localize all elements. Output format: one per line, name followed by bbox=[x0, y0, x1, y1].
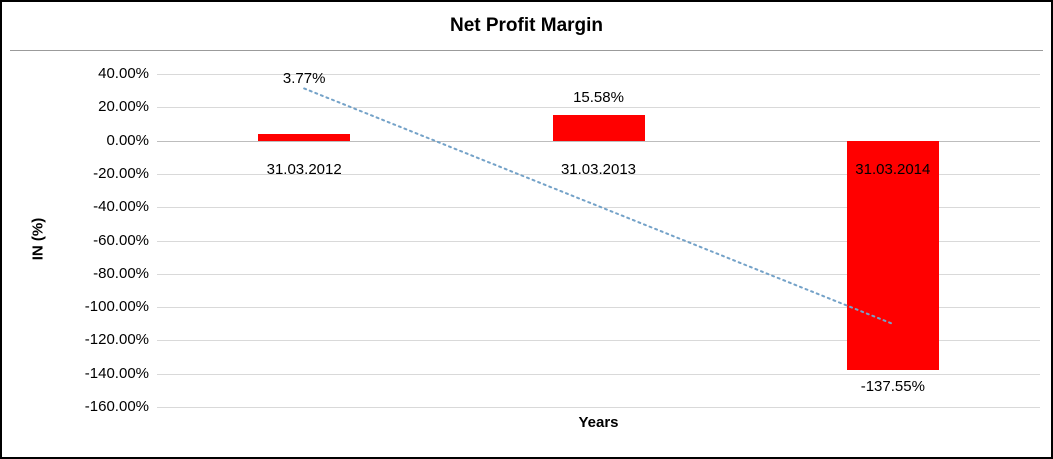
chart-title: Net Profit Margin bbox=[449, 15, 604, 36]
y-axis-tick-label: 20.00% bbox=[98, 98, 149, 116]
value-label: 3.77% bbox=[282, 70, 326, 88]
y-axis-tick-label: -40.00% bbox=[93, 198, 149, 216]
y-axis-tick-label: 40.00% bbox=[98, 65, 149, 82]
category-label: 31.03.2013 bbox=[560, 160, 637, 178]
bar-31.03.2013 bbox=[552, 114, 645, 141]
y-axis-tick-label: -100.00% bbox=[84, 298, 149, 316]
y-axis-tick-label: 0.00% bbox=[106, 131, 149, 149]
category-label: 31.03.2012 bbox=[266, 160, 342, 178]
gridline bbox=[157, 74, 1040, 75]
category-label: 31.03.2014 bbox=[855, 160, 931, 178]
bar-31.03.2012 bbox=[258, 134, 351, 141]
y-axis-tick-label: -60.00% bbox=[93, 231, 149, 249]
y-axis-tick-label: -20.00% bbox=[93, 164, 149, 182]
value-label: 15.58% bbox=[573, 88, 624, 106]
y-axis-tick-label: -140.00% bbox=[84, 364, 149, 382]
gridline bbox=[157, 107, 1040, 109]
y-axis-tick-label: -160.00% bbox=[84, 398, 149, 415]
y-axis-tick-label: -120.00% bbox=[84, 331, 149, 349]
title-divider bbox=[10, 50, 1043, 51]
y-axis-tick-label: -80.00% bbox=[93, 264, 149, 282]
gridline bbox=[157, 407, 1040, 408]
gridline bbox=[157, 340, 1040, 342]
value-label: -137.55% bbox=[860, 377, 925, 395]
gridline bbox=[157, 373, 1040, 375]
x-axis-title: Years bbox=[578, 414, 619, 431]
